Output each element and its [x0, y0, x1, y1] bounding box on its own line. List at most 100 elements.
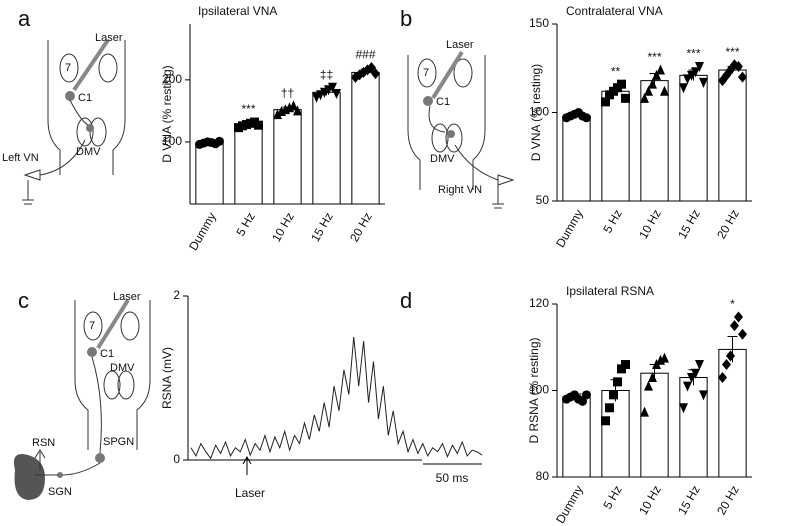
- recording-arrow: [34, 449, 58, 476]
- trace: [190, 336, 483, 460]
- point: [254, 120, 263, 130]
- spinal-outline: [74, 300, 151, 450]
- point: [730, 320, 739, 332]
- electrode: [492, 174, 515, 209]
- x-tick-label: 5 Hz: [233, 210, 257, 238]
- point: [679, 83, 688, 94]
- point: [609, 390, 618, 400]
- dmv: [445, 123, 463, 153]
- point: [699, 77, 708, 88]
- spgn-neuron: [95, 453, 105, 463]
- point: [640, 406, 649, 417]
- panel-label: a: [18, 6, 31, 31]
- bar: [351, 71, 380, 205]
- diagram-a: Laser 7 C1 DMV Left VN: [2, 32, 126, 205]
- point: [722, 359, 731, 371]
- point: [371, 68, 380, 80]
- x-tick-label: 15 Hz: [675, 207, 703, 241]
- stimulus-label: Laser: [235, 486, 265, 500]
- nerve: [61, 356, 102, 476]
- bar: [195, 142, 224, 205]
- diagram-label: Left VN: [2, 152, 39, 164]
- diagram-label: DMV: [110, 362, 135, 374]
- bar: [718, 348, 747, 478]
- y-tick-label: 120: [529, 296, 549, 310]
- panel-label: d: [400, 288, 412, 313]
- point: [621, 93, 630, 103]
- diagram-label: 7: [423, 67, 429, 79]
- point: [613, 377, 622, 387]
- significance: ###: [355, 48, 375, 62]
- c1-neuron: [87, 347, 97, 357]
- diagram-label: C1: [78, 92, 92, 104]
- nucleus: [417, 58, 437, 88]
- dmv-neuron: [447, 130, 455, 138]
- point: [683, 381, 692, 392]
- significance: ***: [686, 47, 700, 61]
- y-axis-label: D VNA (% resting): [529, 64, 543, 161]
- diagram-label: RSN: [32, 437, 55, 449]
- nerve: [428, 105, 499, 181]
- diagram-label: SGN: [48, 486, 72, 498]
- diagram-label: C1: [436, 96, 450, 108]
- point: [726, 350, 735, 362]
- y-tick-label: 150: [529, 16, 549, 30]
- panel-label: c: [18, 288, 29, 313]
- point: [738, 71, 747, 83]
- nerve: [39, 99, 89, 176]
- point: [679, 403, 688, 414]
- x-tick-label: 15 Hz: [675, 483, 703, 517]
- point: [367, 61, 376, 73]
- y-tick-label: 2: [173, 288, 180, 302]
- point: [652, 69, 661, 80]
- diagram-label: 7: [89, 320, 95, 332]
- laser-fiber: [72, 38, 110, 92]
- y-axis-label: D RSNA (% resting): [527, 337, 541, 443]
- diagram-b: Laser 7 C1 DMV Right VN: [407, 39, 515, 209]
- laser-fiber: [96, 298, 130, 350]
- dmv: [103, 370, 121, 400]
- point: [601, 416, 610, 426]
- diagram-label: DMV: [430, 153, 455, 165]
- y-tick-label: 0: [173, 452, 180, 466]
- diagram-label: DMV: [76, 146, 101, 158]
- point: [617, 79, 626, 89]
- c1-neuron: [423, 96, 433, 106]
- y-tick-label: 100: [529, 383, 549, 397]
- bar: [273, 109, 302, 205]
- x-tick-label: 10 Hz: [636, 207, 664, 241]
- y-axis-label: RSNA (mV): [160, 347, 174, 409]
- point: [332, 89, 341, 100]
- point: [695, 61, 704, 72]
- chart-title: Ipsilateral VNA: [198, 4, 277, 18]
- y-axis-label: D VNA (% resting): [160, 65, 174, 162]
- significance: *: [730, 297, 735, 311]
- point: [691, 67, 700, 78]
- significance: **: [611, 64, 621, 78]
- dmv: [89, 117, 107, 147]
- point: [582, 390, 591, 400]
- x-tick-label: Dummy: [553, 207, 586, 250]
- point: [656, 64, 665, 75]
- point: [605, 403, 614, 413]
- laser-fiber: [431, 50, 464, 100]
- dmv: [76, 117, 94, 147]
- diagram-label: SPGN: [103, 436, 134, 448]
- stimulus-arrow: [242, 455, 252, 475]
- x-tick-label: 20 Hz: [714, 207, 742, 241]
- diagram-c: Laser 7 C1 DMV SPGN SGN RSN: [13, 291, 151, 500]
- diagram-label: 7: [65, 62, 71, 74]
- y-tick-label: 80: [536, 469, 550, 483]
- bar: [601, 90, 630, 202]
- point: [293, 105, 302, 116]
- x-tick-label: 5 Hz: [600, 207, 624, 235]
- nucleus: [453, 58, 473, 88]
- point: [578, 396, 587, 406]
- point: [695, 360, 704, 371]
- point: [738, 328, 747, 340]
- bar: [312, 91, 341, 205]
- point: [687, 373, 696, 384]
- electrode: [22, 169, 41, 205]
- significance: ††: [281, 86, 294, 100]
